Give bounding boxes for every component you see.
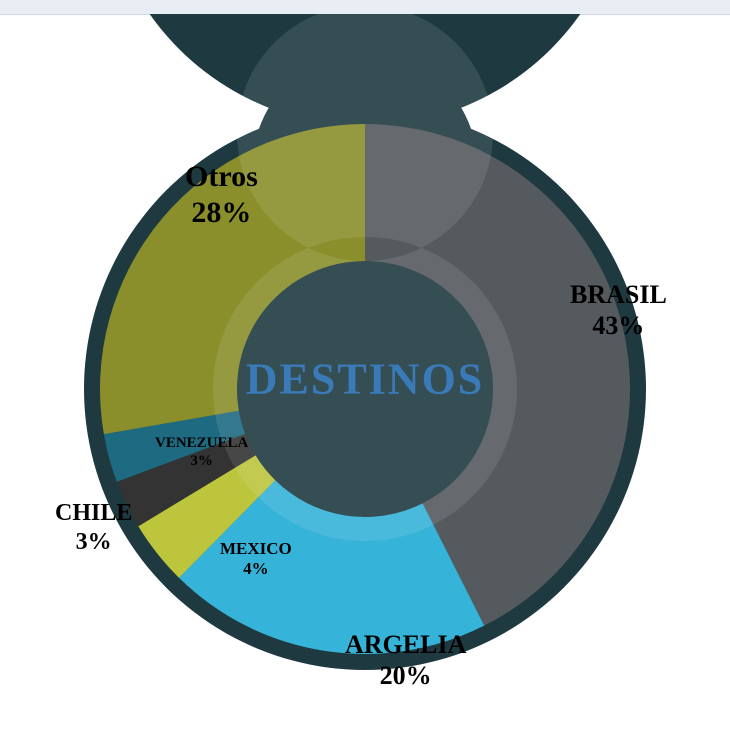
label-argelia: ARGELIA20% (345, 629, 466, 691)
label-mexico: MEXICO4% (220, 539, 292, 580)
label-brasil: BRASIL43% (570, 279, 667, 341)
top-bar (0, 0, 730, 15)
donut-chart: DESTINOS BRASIL43% ARGELIA20% MEXICO4% CHIL… (0, 14, 730, 744)
label-otros: Otros28% (185, 159, 258, 231)
label-venezuela: VENEZUELA3% (155, 434, 248, 470)
label-chile: CHILE3% (55, 499, 132, 557)
chart-title: DESTINOS (246, 354, 485, 405)
